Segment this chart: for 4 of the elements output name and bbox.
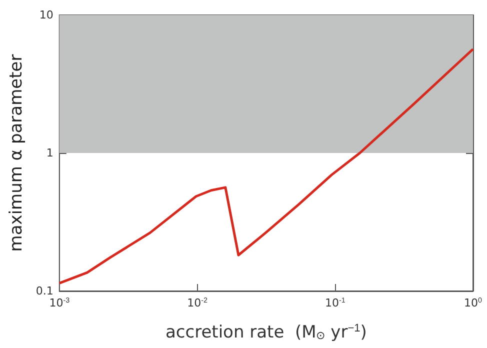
- y-tick-label: 1: [46, 146, 54, 160]
- y-tick-label: 0.1: [36, 284, 54, 298]
- y-tick-label: 10: [39, 8, 54, 22]
- y-axis-title: maximum α parameter: [6, 54, 26, 252]
